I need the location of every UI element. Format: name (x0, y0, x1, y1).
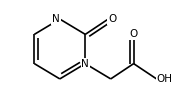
Text: OH: OH (157, 74, 172, 84)
Text: N: N (81, 59, 89, 69)
Text: O: O (108, 14, 116, 24)
Text: N: N (52, 14, 60, 24)
Text: O: O (130, 29, 138, 39)
